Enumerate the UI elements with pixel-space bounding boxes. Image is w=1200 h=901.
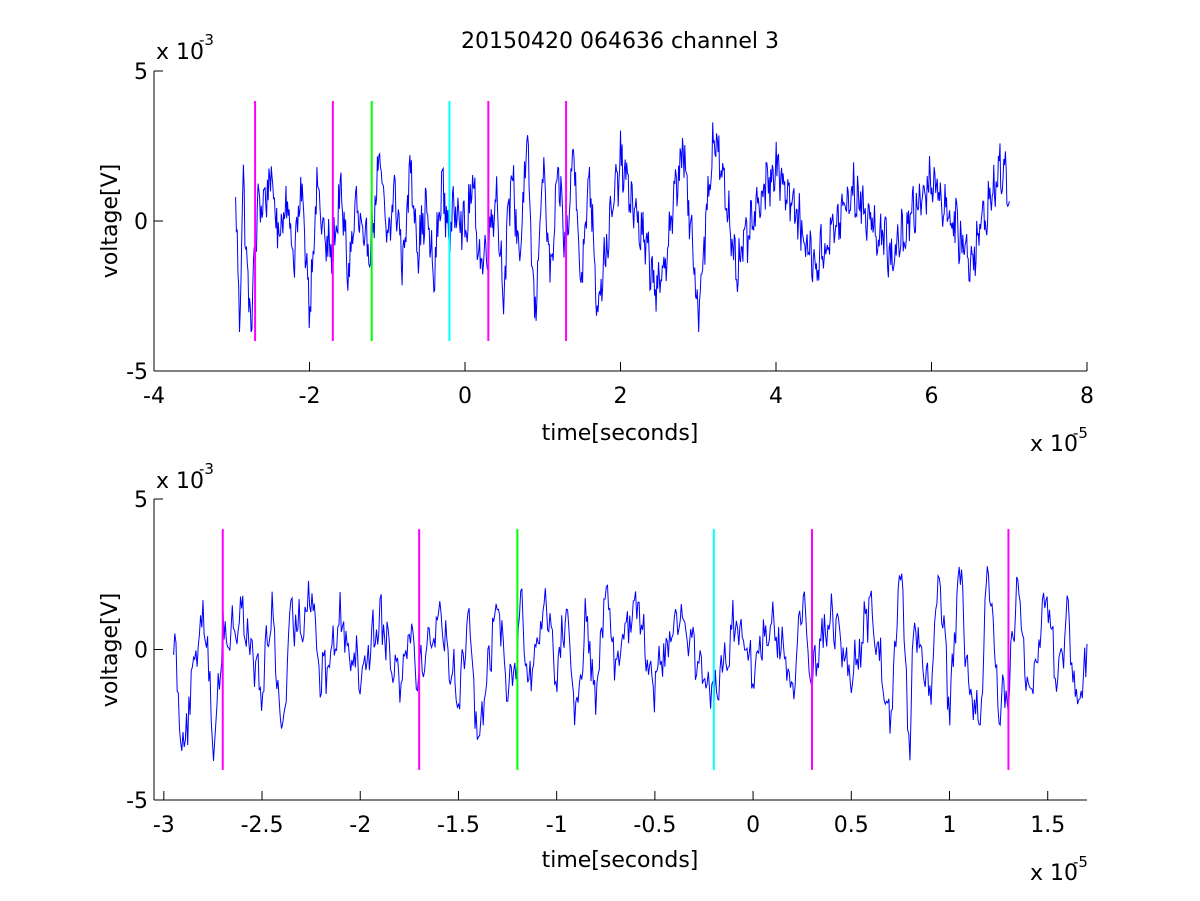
x-tick-label: 1 [943, 813, 957, 838]
bottom-y-axis-label: voltage[V] [98, 593, 123, 707]
x-tick-label: -0.5 [633, 813, 676, 838]
bottom-x-exponent: -5 [1073, 853, 1088, 871]
x-tick-label: 8 [1080, 384, 1094, 409]
top-x-multiplier: x 10 [1030, 432, 1078, 457]
x-tick-label: 0.5 [834, 813, 869, 838]
x-tick-label: 1.5 [1030, 813, 1065, 838]
x-tick-label: -3 [153, 813, 175, 838]
x-tick-label: -2 [349, 813, 371, 838]
bottom-axes: x 10 -3 x 10 -5 time[seconds] voltage[V]… [98, 460, 1088, 886]
top-y-axis-label: voltage[V] [98, 164, 123, 278]
bottom-y-multiplier: x 10 [156, 469, 204, 494]
y-tick-label: 0 [134, 210, 148, 235]
top-y-multiplier: x 10 [156, 40, 204, 65]
x-tick-label: 4 [769, 384, 783, 409]
voltage-trace [173, 566, 1088, 761]
x-tick-label: -2 [299, 384, 321, 409]
x-tick-label: -4 [143, 384, 165, 409]
bottom-y-exponent: -3 [199, 460, 214, 478]
top-x-axis-label: time[seconds] [542, 421, 699, 446]
y-tick-label: 5 [134, 488, 148, 513]
y-tick-label: -5 [126, 360, 148, 385]
y-tick-label: 5 [134, 60, 148, 85]
y-tick-label: -5 [126, 789, 148, 814]
bottom-x-axis-label: time[seconds] [542, 848, 699, 873]
x-tick-label: 0 [458, 384, 472, 409]
x-tick-label: 0 [746, 813, 760, 838]
top-axes: x 10 -3 x 10 -5 time[seconds] voltage[V]… [98, 31, 1094, 457]
voltage-trace [235, 122, 1010, 333]
x-tick-label: -2.5 [241, 813, 284, 838]
x-tick-label: -1 [546, 813, 568, 838]
x-tick-label: 6 [925, 384, 939, 409]
y-tick-label: 0 [134, 639, 148, 664]
bottom-x-multiplier: x 10 [1030, 861, 1078, 886]
figure-title: 20150420 064636 channel 3 [461, 29, 779, 54]
top-y-exponent: -3 [199, 31, 214, 49]
top-x-exponent: -5 [1073, 424, 1088, 442]
x-tick-label: 2 [614, 384, 628, 409]
x-tick-label: -1.5 [437, 813, 480, 838]
